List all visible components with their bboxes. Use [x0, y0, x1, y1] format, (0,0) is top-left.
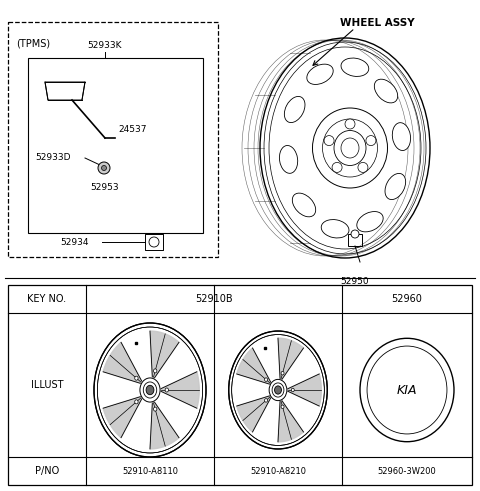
Ellipse shape: [341, 58, 369, 77]
Polygon shape: [150, 331, 179, 378]
Text: 52953: 52953: [91, 183, 120, 192]
Bar: [8, 22, 218, 257]
Ellipse shape: [307, 64, 333, 84]
Ellipse shape: [143, 382, 157, 398]
Circle shape: [332, 163, 342, 172]
Polygon shape: [103, 397, 142, 437]
Text: ILLUST: ILLUST: [31, 380, 63, 390]
Circle shape: [98, 162, 110, 174]
Ellipse shape: [146, 385, 154, 395]
Ellipse shape: [279, 145, 298, 173]
Ellipse shape: [281, 371, 284, 375]
Text: P/NO: P/NO: [35, 466, 59, 476]
Ellipse shape: [392, 123, 410, 151]
Circle shape: [345, 119, 355, 129]
Bar: [8, 285, 472, 485]
Text: 52950: 52950: [341, 277, 369, 286]
Circle shape: [101, 165, 107, 170]
Polygon shape: [161, 372, 199, 408]
Ellipse shape: [357, 212, 383, 232]
Polygon shape: [288, 374, 322, 406]
Circle shape: [351, 230, 359, 238]
Ellipse shape: [292, 193, 316, 217]
Ellipse shape: [291, 388, 294, 392]
Ellipse shape: [360, 338, 454, 442]
Text: 52910B: 52910B: [195, 294, 233, 304]
Ellipse shape: [135, 400, 138, 404]
Ellipse shape: [284, 96, 305, 123]
Ellipse shape: [97, 327, 203, 453]
Ellipse shape: [275, 386, 281, 394]
Ellipse shape: [374, 79, 398, 103]
Circle shape: [366, 136, 376, 146]
Polygon shape: [150, 402, 179, 449]
Ellipse shape: [385, 173, 406, 199]
Ellipse shape: [264, 399, 267, 402]
Polygon shape: [237, 396, 271, 432]
Polygon shape: [103, 342, 142, 383]
Ellipse shape: [228, 331, 327, 449]
Text: KIA: KIA: [397, 383, 417, 397]
Ellipse shape: [154, 369, 157, 373]
Ellipse shape: [154, 407, 157, 411]
Ellipse shape: [272, 383, 284, 397]
Text: 52933D: 52933D: [35, 154, 71, 163]
Ellipse shape: [94, 323, 206, 457]
Ellipse shape: [135, 376, 138, 380]
Text: (TPMS): (TPMS): [16, 38, 50, 48]
Text: 52910-A8110: 52910-A8110: [122, 466, 178, 475]
Text: 52933K: 52933K: [88, 41, 122, 50]
Ellipse shape: [281, 405, 284, 409]
Ellipse shape: [264, 378, 267, 382]
Text: 52934: 52934: [60, 238, 88, 246]
Ellipse shape: [269, 380, 287, 401]
Circle shape: [324, 136, 334, 146]
Ellipse shape: [232, 334, 324, 445]
Bar: [145, 234, 163, 250]
Ellipse shape: [165, 388, 168, 392]
Text: 52960-3W200: 52960-3W200: [378, 466, 436, 475]
Text: 52960: 52960: [392, 294, 422, 304]
Text: WHEEL ASSY: WHEEL ASSY: [340, 18, 415, 28]
Polygon shape: [237, 348, 271, 384]
Ellipse shape: [140, 378, 160, 402]
Polygon shape: [278, 401, 303, 442]
Text: 52910-A8210: 52910-A8210: [250, 466, 306, 475]
Bar: [28, 58, 203, 233]
Text: KEY NO.: KEY NO.: [27, 294, 67, 304]
Bar: [348, 234, 362, 246]
Text: 24537: 24537: [118, 126, 146, 135]
Ellipse shape: [321, 219, 349, 238]
Circle shape: [358, 163, 368, 172]
Polygon shape: [278, 338, 303, 379]
